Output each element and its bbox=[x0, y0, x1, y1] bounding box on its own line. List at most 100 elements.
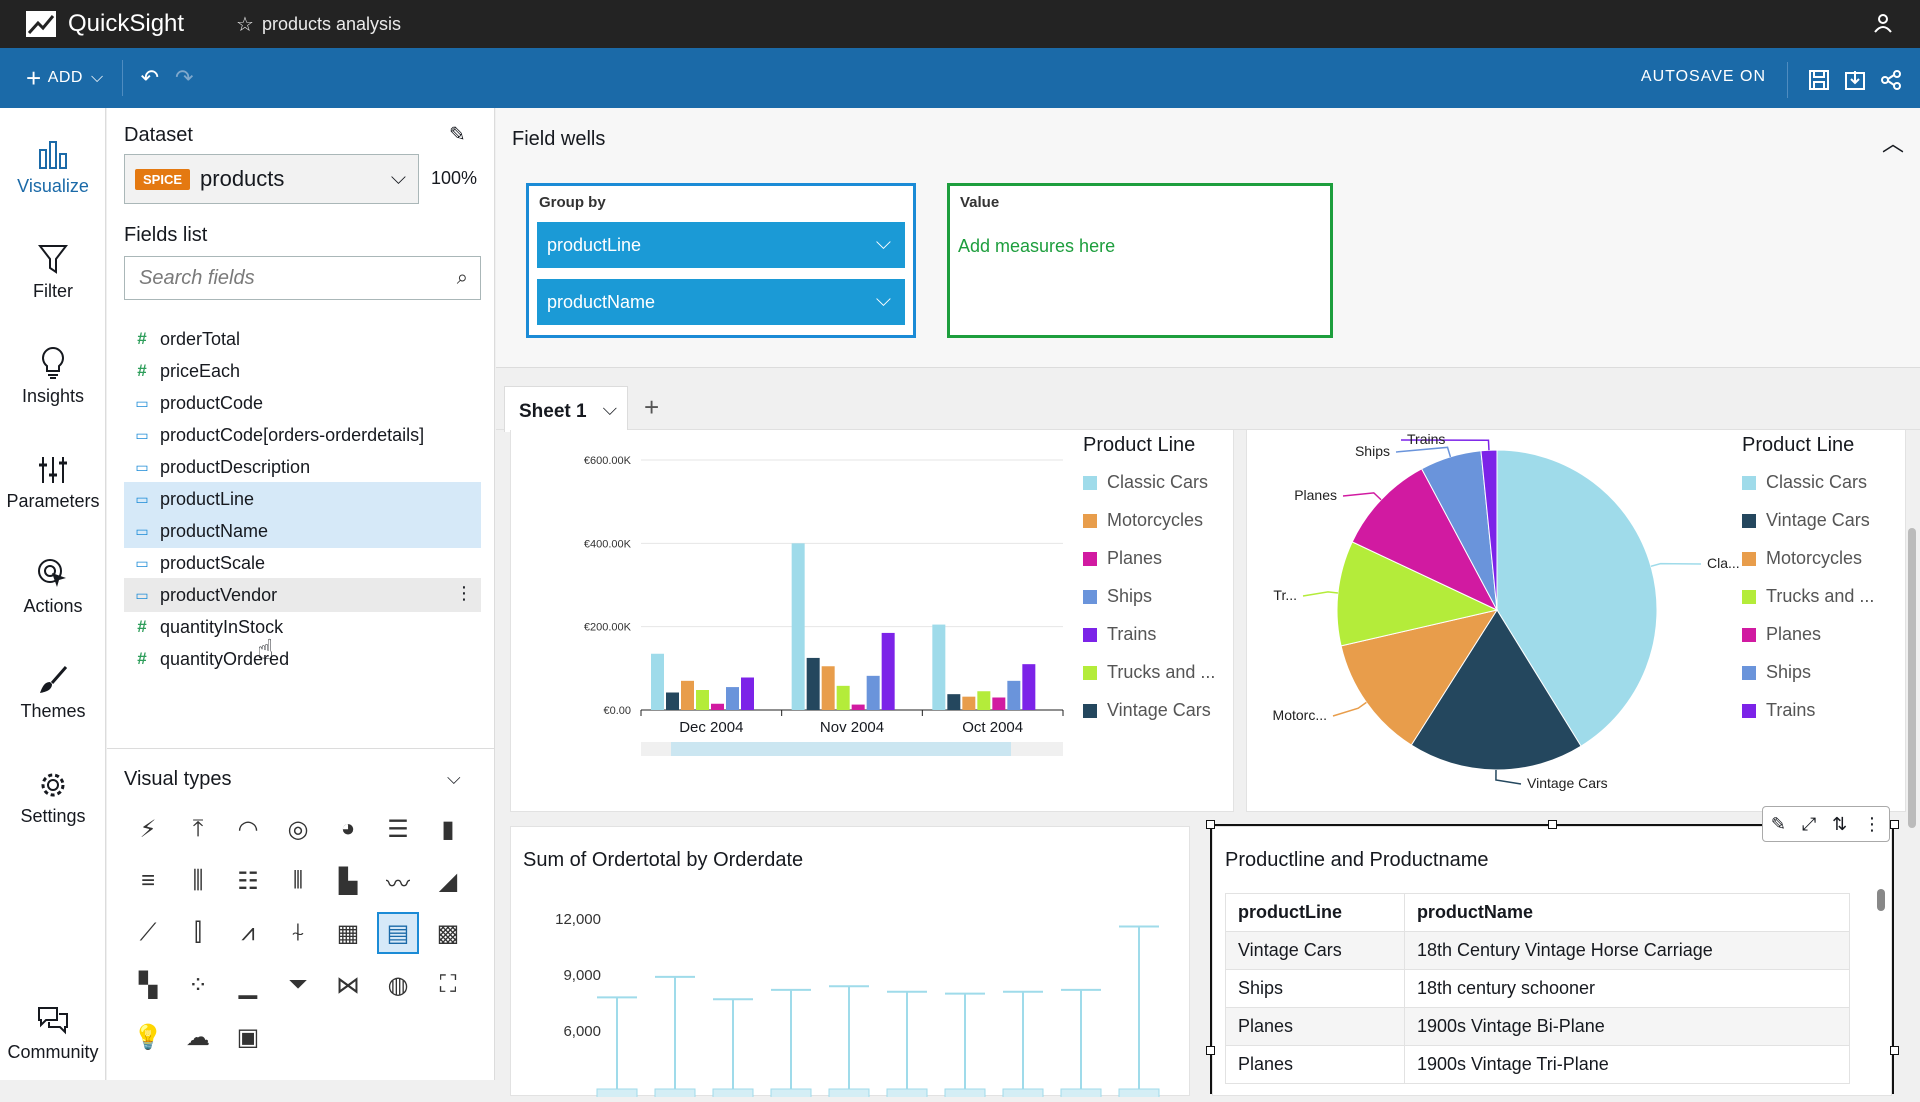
field-item[interactable]: ▭ productCode[orders-orderdetails] bbox=[124, 418, 481, 452]
search-icon[interactable]: ⌕ bbox=[456, 267, 468, 289]
more-options-icon[interactable]: ⋮ bbox=[455, 583, 473, 603]
nav-visualize[interactable]: Visualize bbox=[0, 130, 106, 197]
undo-icon[interactable]: ↶ bbox=[140, 65, 160, 90]
stacked-bar-icon[interactable]: ☷ bbox=[237, 867, 259, 895]
redo-icon[interactable]: ↷ bbox=[175, 65, 194, 90]
add-sheet-icon[interactable]: + bbox=[644, 392, 660, 422]
bar-chart-card[interactable]: €600.00K €400.00K €200.00K €0.00 Dec 2004 Nov… bbox=[510, 430, 1234, 812]
chevron-up-icon[interactable]: ︿ bbox=[1881, 131, 1904, 156]
field-item-selected[interactable]: ▭ productName bbox=[124, 514, 481, 548]
tab-sheet-1[interactable]: Sheet 1 ⌵ bbox=[504, 386, 628, 432]
chevron-down-icon[interactable]: ⌵ bbox=[602, 399, 617, 420]
legend-item[interactable]: Ships bbox=[1083, 586, 1152, 607]
scatter-plot-icon[interactable]: ⁘ bbox=[187, 971, 209, 999]
vertical-bar-icon[interactable]: ▮ bbox=[441, 815, 455, 843]
share-icon[interactable] bbox=[1880, 69, 1902, 91]
legend-item[interactable]: Ships bbox=[1742, 662, 1811, 683]
legend-item[interactable]: Classic Cars bbox=[1742, 472, 1867, 493]
pencil-icon[interactable]: ✎ bbox=[1770, 813, 1787, 834]
field-item[interactable]: # quantityInStock bbox=[124, 610, 481, 644]
sankey-icon[interactable]: ⋈ bbox=[336, 971, 360, 999]
group-by-well[interactable]: Group by productLine ⌵ productName ⌵ bbox=[526, 183, 916, 338]
legend-item[interactable]: Motorcycles bbox=[1742, 548, 1862, 569]
table-row[interactable]: Planes 1900s Vintage Bi-Plane bbox=[1225, 1007, 1851, 1046]
funnel-chart-icon[interactable]: ⏷ bbox=[288, 971, 308, 998]
legend-item[interactable]: Vintage Cars bbox=[1083, 700, 1211, 721]
pivot-table-icon[interactable]: ▩ bbox=[436, 919, 460, 947]
field-item[interactable]: # priceEach bbox=[124, 354, 481, 388]
nav-settings[interactable]: Settings bbox=[0, 760, 106, 827]
export-icon[interactable] bbox=[1844, 69, 1866, 91]
table-row[interactable]: Planes 1900s Vintage Tri-Plane bbox=[1225, 1045, 1851, 1084]
pencil-icon[interactable]: ✎ bbox=[449, 124, 466, 146]
field-item[interactable]: ▭ productCode bbox=[124, 386, 481, 420]
legend-item[interactable]: Trains bbox=[1742, 700, 1815, 721]
value-well[interactable]: Value Add measures here bbox=[947, 183, 1333, 338]
legend-item[interactable]: Planes bbox=[1083, 548, 1162, 569]
bar-line-combo-icon[interactable]: ⫿ bbox=[194, 919, 202, 946]
quicksight-logo[interactable]: QuickSight bbox=[26, 0, 206, 48]
kpi-icon[interactable]: ⤒ bbox=[192, 815, 204, 842]
gauge-icon[interactable]: ◠ bbox=[237, 815, 259, 843]
vertical-scrollbar[interactable] bbox=[1908, 528, 1916, 828]
nav-actions[interactable]: Actions bbox=[0, 550, 106, 617]
group-by-field-pill[interactable]: productLine ⌵ bbox=[537, 222, 905, 268]
search-fields-input[interactable]: Search fields ⌕ bbox=[124, 256, 481, 300]
column-header[interactable]: productName bbox=[1403, 893, 1851, 932]
globe-map-icon[interactable]: ◍ bbox=[387, 971, 409, 999]
box-plot-card[interactable]: Sum of Ordertotal by Orderdate 12,000 9,0… bbox=[510, 826, 1190, 1100]
clustered-bar-icon[interactable]: ≡ bbox=[140, 867, 155, 894]
star-icon[interactable]: ☆ bbox=[236, 13, 254, 36]
autograph-icon[interactable]: ⚡ bbox=[139, 815, 157, 843]
pie-chart-icon[interactable]: ◕ bbox=[340, 815, 356, 842]
table-row[interactable]: Vintage Cars 18th Century Vintage Horse C… bbox=[1225, 931, 1851, 970]
clustered-column-icon[interactable]: ⫼ bbox=[192, 867, 204, 894]
legend-item[interactable]: Trucks and ... bbox=[1083, 662, 1215, 683]
legend-item[interactable]: Trains bbox=[1083, 624, 1156, 645]
resize-handle[interactable] bbox=[1548, 820, 1557, 829]
legend-item[interactable]: Motorcycles bbox=[1083, 510, 1203, 531]
nav-parameters[interactable]: Parameters bbox=[0, 445, 106, 512]
filled-map-icon[interactable]: ⛶ bbox=[439, 971, 457, 998]
area-chart-icon[interactable]: ◢ bbox=[438, 867, 458, 895]
nav-themes[interactable]: Themes bbox=[0, 655, 106, 722]
analysis-title[interactable]: ☆ products analysis bbox=[236, 12, 401, 37]
table-icon[interactable]: ▤ bbox=[377, 912, 419, 954]
donut-chart-icon[interactable]: ◎ bbox=[287, 815, 309, 843]
save-icon[interactable] bbox=[1808, 69, 1830, 91]
field-item[interactable]: # quantityOrdered bbox=[124, 642, 481, 676]
box-plot-icon[interactable]: ⍭ bbox=[290, 919, 306, 946]
more-options-icon[interactable]: ⋮ bbox=[1863, 813, 1882, 834]
nav-filter[interactable]: Filter bbox=[0, 235, 106, 302]
tree-map-icon[interactable]: ▚ bbox=[138, 971, 158, 999]
legend-item[interactable]: Classic Cars bbox=[1083, 472, 1208, 493]
image-icon[interactable]: ▣ bbox=[236, 1023, 260, 1051]
table-row[interactable]: Ships 18th century schooner bbox=[1225, 969, 1851, 1008]
field-item-hovered[interactable]: ▭ productVendor ⋮ bbox=[124, 578, 481, 612]
word-cloud-icon[interactable]: ☁ bbox=[186, 1023, 210, 1051]
field-item[interactable]: ▭ productScale bbox=[124, 546, 481, 580]
field-item-selected[interactable]: ▭ productLine bbox=[124, 482, 481, 516]
legend-item[interactable]: Vintage Cars bbox=[1742, 510, 1870, 531]
insight-icon[interactable]: 💡 bbox=[133, 1023, 163, 1051]
resize-handle[interactable] bbox=[1206, 1046, 1215, 1055]
swap-icon[interactable]: ⇅ bbox=[1832, 813, 1848, 834]
field-item[interactable]: ▭ productDescription bbox=[124, 450, 481, 484]
stacked-column-icon[interactable]: ⦀ bbox=[292, 867, 304, 894]
table-scrollbar[interactable] bbox=[1877, 889, 1885, 911]
histogram-icon[interactable]: ▁ bbox=[238, 971, 258, 999]
line-combo-icon[interactable]: ⩘ bbox=[241, 919, 255, 946]
resize-handle[interactable] bbox=[1890, 1046, 1899, 1055]
autosave-toggle[interactable]: AUTOSAVE ON bbox=[1640, 68, 1766, 85]
table-card[interactable]: Productline and Productname productLine … bbox=[1212, 826, 1892, 1096]
line-chart-icon[interactable]: 〰 bbox=[386, 870, 410, 898]
user-icon[interactable] bbox=[1872, 12, 1894, 34]
horizontal-bar-icon[interactable]: ☰ bbox=[387, 815, 409, 843]
add-button[interactable]: + ADD ⌵ bbox=[26, 63, 104, 94]
group-by-field-pill[interactable]: productName ⌵ bbox=[537, 279, 905, 325]
stacked-area-icon[interactable]: ⟋ bbox=[139, 919, 157, 946]
resize-handle[interactable] bbox=[1206, 820, 1215, 829]
expand-icon[interactable]: ⤢ bbox=[1801, 813, 1817, 834]
legend-item[interactable]: Trucks and ... bbox=[1742, 586, 1874, 607]
resize-handle[interactable] bbox=[1890, 820, 1899, 829]
